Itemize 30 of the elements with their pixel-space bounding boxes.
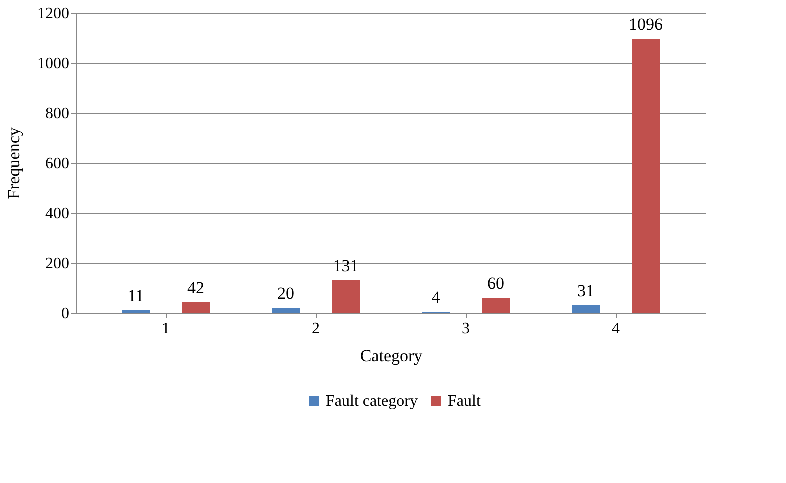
bar — [332, 280, 360, 313]
y-tick-label: 1000 — [38, 56, 70, 72]
data-label: 42 — [188, 278, 204, 298]
data-label: 31 — [578, 281, 594, 300]
data-label: 20 — [278, 284, 294, 303]
bar — [182, 302, 210, 313]
x-tick-label: 1 — [162, 320, 170, 338]
data-label: 11 — [128, 286, 144, 306]
data-label: 1096 — [629, 15, 663, 34]
y-tick-label: 1200 — [38, 6, 70, 22]
data-label: 131 — [333, 256, 359, 276]
x-tick-label: 2 — [312, 320, 320, 338]
bar — [122, 310, 150, 313]
bar — [482, 298, 510, 313]
y-tick-label: 800 — [46, 106, 70, 122]
bar — [632, 39, 660, 313]
legend-label: Fault category — [326, 393, 418, 410]
bar — [572, 305, 600, 313]
data-label: 60 — [488, 274, 504, 293]
x-tick-label: 4 — [612, 320, 620, 338]
y-axis-title: Frequency — [4, 127, 24, 200]
y-tick-label: 600 — [46, 156, 70, 172]
y-tick-label: 200 — [46, 256, 70, 272]
data-label: 4 — [432, 288, 441, 307]
bar — [272, 308, 300, 313]
x-axis-title: Category — [360, 346, 424, 366]
legend-label: Fault — [448, 393, 482, 410]
y-tick-label: 400 — [46, 206, 70, 222]
y-tick-label: 0 — [62, 306, 70, 322]
x-tick-label: 3 — [462, 320, 470, 338]
